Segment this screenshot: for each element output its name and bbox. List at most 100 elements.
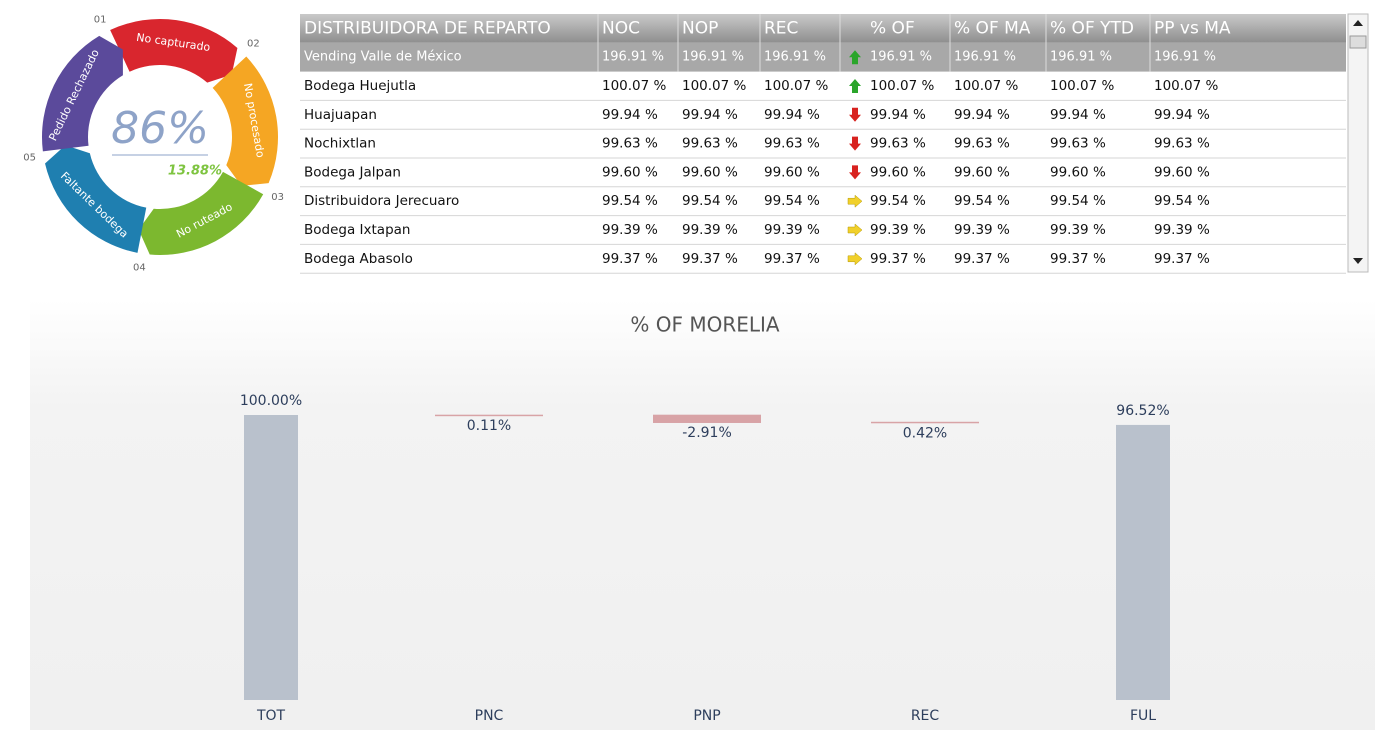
arrow-up: [849, 50, 861, 65]
step-label: 01: [94, 14, 107, 25]
cell-value: 100.07 %: [764, 78, 829, 94]
cell-value: 100.07 %: [954, 78, 1019, 94]
cell-value: 99.39 %: [1154, 222, 1210, 238]
arrow-down: [849, 136, 861, 151]
cell-value: NOP: [682, 18, 718, 38]
cell-value: 99.39 %: [764, 222, 820, 238]
cell-value: 99.94 %: [764, 107, 820, 123]
value-label: -2.91%: [682, 425, 732, 441]
donut-segment: [212, 56, 278, 186]
cell-value: 99.54 %: [602, 193, 658, 209]
x-tick-label: PNP: [693, 708, 720, 724]
cell-value: 100.07 %: [682, 78, 747, 94]
cell-value: 196.91 %: [764, 50, 826, 65]
arrow-right: [847, 194, 863, 208]
row-name: Bodega Jalpan: [304, 164, 401, 180]
row-name: DISTRIBUIDORA DE REPARTO: [304, 18, 551, 38]
scroll-up[interactable]: [1353, 20, 1363, 26]
center-value: 86%: [111, 103, 209, 154]
total-row: [300, 42, 1346, 72]
cell-value: 99.39 %: [1050, 222, 1106, 238]
cell-value: % OF: [870, 18, 915, 38]
scrollbar[interactable]: [1347, 13, 1369, 273]
row-name: Vending Valle de México: [304, 50, 462, 65]
cell-value: 99.37 %: [1154, 251, 1210, 267]
x-tick-label: REC: [911, 708, 940, 724]
cell-value: 196.91 %: [1050, 50, 1112, 65]
value-label: 0.42%: [903, 425, 947, 441]
cell-value: 99.37 %: [954, 251, 1010, 267]
cell-value: 99.54 %: [1050, 193, 1106, 209]
center-sub: 13.88%: [168, 164, 222, 179]
cell-value: 99.60 %: [682, 164, 738, 180]
cell-value: 99.60 %: [870, 164, 926, 180]
row-name: Huajuapan: [304, 107, 377, 123]
cell-value: 100.07 %: [602, 78, 667, 94]
donut-segment: [42, 35, 123, 152]
donut-segment: [45, 145, 147, 253]
cell-value: 99.37 %: [602, 251, 658, 267]
value-label: 96.52%: [1116, 403, 1169, 419]
x-tick-label: FUL: [1130, 708, 1156, 724]
cell-value: 99.60 %: [1154, 164, 1210, 180]
bar[interactable]: [653, 414, 761, 423]
cell-value: 99.60 %: [602, 164, 658, 180]
cell-value: 99.39 %: [870, 222, 926, 238]
table-header: [300, 14, 1346, 43]
cell-value: 100.07 %: [1050, 78, 1115, 94]
value-label: 0.11%: [467, 418, 511, 434]
step-label: 03: [271, 192, 284, 203]
cell-value: 99.37 %: [870, 251, 926, 267]
row-name: Bodega Huejutla: [304, 78, 416, 94]
cell-value: 196.91 %: [1154, 50, 1216, 65]
bar[interactable]: [1116, 424, 1170, 700]
cell-value: 99.94 %: [954, 107, 1010, 123]
cell-value: 99.60 %: [954, 164, 1010, 180]
cell-value: 99.54 %: [1154, 193, 1210, 209]
arrow-up: [849, 79, 861, 93]
cell-value: % OF YTD: [1050, 18, 1134, 38]
cell-value: 99.54 %: [954, 193, 1010, 209]
donut-segment: [138, 171, 264, 255]
cell-value: 99.60 %: [1050, 164, 1106, 180]
cell-value: 196.91 %: [870, 50, 932, 65]
cell-value: 99.63 %: [1050, 136, 1106, 152]
bar[interactable]: [871, 421, 979, 424]
cell-value: 99.54 %: [870, 193, 926, 209]
cell-value: 99.39 %: [954, 222, 1010, 238]
cell-value: 99.63 %: [602, 136, 658, 152]
cell-value: 99.63 %: [1154, 136, 1210, 152]
cell-value: % OF MA: [954, 18, 1031, 38]
cell-value: 99.54 %: [682, 193, 738, 209]
arrow-down: [849, 107, 861, 122]
cell-value: 100.07 %: [1154, 78, 1219, 94]
cell-value: 99.94 %: [870, 107, 926, 123]
cell-value: 99.54 %: [764, 193, 820, 209]
cell-value: 99.63 %: [954, 136, 1010, 152]
cell-value: 99.63 %: [764, 136, 820, 152]
row-name: Nochixtlan: [304, 136, 376, 152]
bar[interactable]: [244, 415, 298, 700]
cell-value: NOC: [602, 18, 640, 38]
cell-value: 99.94 %: [682, 107, 738, 123]
cell-value: 196.91 %: [602, 50, 664, 65]
cell-value: 99.39 %: [602, 222, 658, 238]
cell-value: 99.60 %: [764, 164, 820, 180]
cell-value: REC: [764, 18, 798, 38]
scroll-thumb[interactable]: [1349, 35, 1367, 49]
cell-value: 99.94 %: [602, 107, 658, 123]
row-name: Bodega Ixtapan: [304, 222, 410, 238]
arrow-right: [847, 252, 863, 266]
cell-value: 99.37 %: [682, 251, 738, 267]
x-tick-label: PNC: [475, 708, 504, 724]
scroll-down[interactable]: [1353, 258, 1363, 264]
chart-panel: [30, 300, 1375, 730]
donut-segment: [110, 18, 238, 83]
row-name: Distribuidora Jerecuaro: [304, 193, 459, 209]
arrow-down: [849, 165, 861, 180]
step-label: 05: [23, 153, 36, 164]
row-name: Bodega Abasolo: [304, 251, 413, 267]
bar[interactable]: [435, 414, 543, 417]
